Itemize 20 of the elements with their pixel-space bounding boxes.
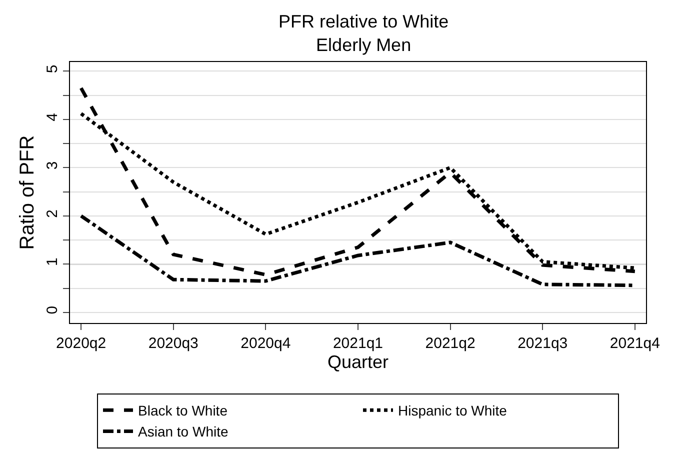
x-tick-label: 2020q2 (56, 335, 106, 352)
y-tick-label: 2 (44, 209, 61, 218)
x-tick-label: 2021q1 (332, 335, 384, 352)
legend-label: Hispanic to White (398, 402, 508, 419)
y-axis-title: Ratio of PFR (16, 135, 38, 250)
x-axis-title: Quarter (327, 352, 389, 372)
legend-label: Black to White (138, 402, 228, 419)
chart-subtitle: Elderly Men (316, 35, 412, 56)
x-tick-label: 2021q3 (518, 335, 568, 352)
y-tick-label: 3 (44, 161, 61, 170)
x-tick-label: 2020q4 (240, 335, 291, 352)
x-tick-label: 2021q4 (610, 335, 660, 352)
y-tick-label: 4 (44, 112, 61, 122)
y-tick-label: 5 (44, 64, 61, 74)
chart-title: PFR relative to White (278, 12, 449, 32)
x-tick-label: 2020q3 (148, 335, 198, 352)
y-tick-label: 1 (44, 258, 61, 266)
x-tick-label: 2021q2 (425, 335, 476, 352)
legend-label: Asian to White (138, 424, 228, 440)
y-tick-label: 0 (44, 306, 61, 314)
